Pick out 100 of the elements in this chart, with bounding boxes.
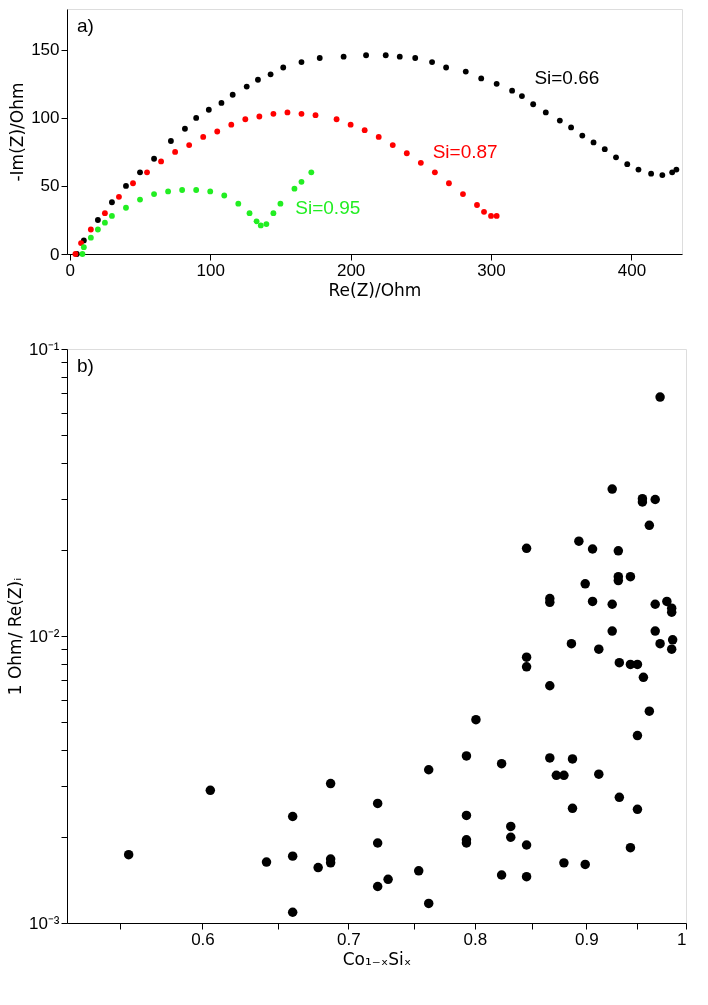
x-tick-label: 0.9 xyxy=(574,929,599,949)
point xyxy=(396,53,403,60)
point xyxy=(172,149,179,155)
point xyxy=(417,159,424,166)
point xyxy=(284,109,291,116)
point xyxy=(193,114,200,121)
y-axis-title: 1 Ohm/ Re(Z)ᵢ xyxy=(4,577,25,696)
series-label: Si=0.87 xyxy=(432,140,498,162)
point xyxy=(255,76,261,83)
y-tick-label: 10⁻³ xyxy=(28,913,60,933)
point xyxy=(94,226,101,233)
point xyxy=(151,155,157,162)
point xyxy=(242,116,249,123)
point xyxy=(235,200,242,207)
point xyxy=(460,191,466,198)
point xyxy=(109,199,115,206)
annotation: b) xyxy=(77,355,94,376)
point xyxy=(298,178,305,185)
point xyxy=(298,59,305,65)
point xyxy=(228,121,235,128)
point xyxy=(221,192,228,199)
point xyxy=(361,127,368,134)
y-tick-label: 10⁻¹ xyxy=(28,339,60,359)
point xyxy=(669,169,676,176)
point xyxy=(478,75,485,82)
point xyxy=(613,154,619,161)
x-tick-label: 300 xyxy=(477,260,506,280)
point xyxy=(446,180,452,187)
x-tick-label: 0.7 xyxy=(337,929,361,949)
point xyxy=(509,87,516,94)
point xyxy=(601,146,608,153)
point xyxy=(308,169,315,176)
point xyxy=(429,59,435,65)
point xyxy=(109,212,115,219)
point xyxy=(298,110,305,117)
point xyxy=(462,68,469,75)
point xyxy=(158,158,164,165)
y-tick-label: 50 xyxy=(40,176,60,196)
point xyxy=(542,109,549,116)
point xyxy=(635,166,642,173)
point xyxy=(243,83,250,90)
point xyxy=(200,134,207,140)
point xyxy=(123,183,129,189)
point xyxy=(340,53,347,60)
point xyxy=(165,188,172,195)
point xyxy=(389,142,396,149)
point xyxy=(347,121,354,128)
x-tick-label: 0 xyxy=(65,260,76,280)
point xyxy=(256,113,263,120)
point xyxy=(270,210,277,217)
point xyxy=(205,106,212,113)
point xyxy=(403,150,410,157)
point xyxy=(519,93,525,100)
point xyxy=(182,125,188,132)
point xyxy=(80,244,87,251)
annotation: a) xyxy=(77,15,94,36)
point xyxy=(590,139,597,146)
point xyxy=(493,80,500,87)
point xyxy=(333,116,340,123)
point xyxy=(624,161,631,168)
point xyxy=(116,193,122,200)
point xyxy=(280,64,287,71)
point xyxy=(673,166,680,173)
point xyxy=(312,112,319,119)
x-tick-label: 0.6 xyxy=(191,929,215,949)
x-tick-label: 0.8 xyxy=(463,929,488,949)
point xyxy=(375,134,382,140)
point xyxy=(257,222,264,229)
y-axis-title: -Im(Z)/Ohm xyxy=(7,82,28,182)
point xyxy=(267,71,274,78)
point xyxy=(493,212,500,219)
y-tick-label: 100 xyxy=(31,108,60,128)
point xyxy=(488,212,494,219)
point xyxy=(263,221,270,227)
point xyxy=(87,234,94,241)
point xyxy=(659,172,666,178)
x-tick-label: 200 xyxy=(336,260,366,280)
point xyxy=(102,210,108,217)
point xyxy=(214,128,221,135)
x-axis-title: Re(Z)/Ohm xyxy=(328,279,422,300)
point xyxy=(94,217,101,223)
point xyxy=(179,187,186,193)
point xyxy=(102,219,108,226)
x-axis-title: Co₁₋ₓSiₓ xyxy=(342,948,412,969)
point xyxy=(130,180,136,187)
point xyxy=(568,124,574,131)
y-tick-label: 10⁻² xyxy=(28,626,60,646)
point xyxy=(186,142,193,149)
point xyxy=(291,185,298,192)
point xyxy=(229,91,236,98)
point xyxy=(167,138,174,144)
point xyxy=(193,187,200,193)
point xyxy=(277,200,284,207)
y-tick-label: 0 xyxy=(50,244,60,264)
point xyxy=(474,202,480,208)
point xyxy=(144,169,150,176)
point xyxy=(431,169,438,176)
point xyxy=(382,52,389,59)
point xyxy=(316,55,323,61)
y-tick-label: 150 xyxy=(31,40,60,60)
